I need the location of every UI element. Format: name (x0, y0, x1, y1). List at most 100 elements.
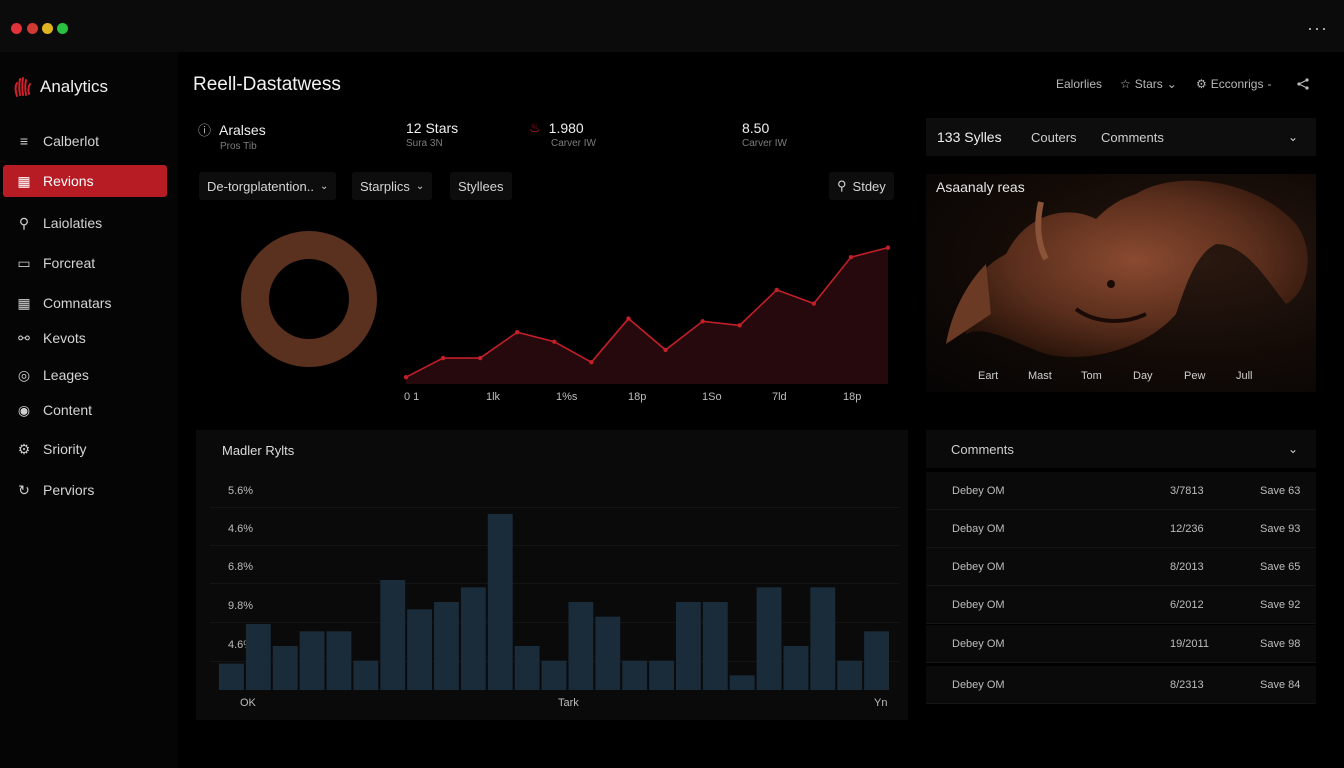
gift-icon: ▦ (17, 172, 31, 189)
sidebar-item-laiolaties[interactable]: ⚲ Laiolaties (3, 207, 167, 239)
action-ecconrigs-dropdown[interactable]: ⚙ Ecconrigs - (1196, 77, 1272, 91)
hand-icon (14, 77, 31, 97)
filter-dropdown-2[interactable]: Starplics ⌄ (352, 172, 433, 200)
bar (541, 660, 567, 690)
creature-image-card[interactable]: Asaanaly reas Eart Mast Tom Day Pew Jull (926, 174, 1316, 392)
comment-name: Debey OM (952, 679, 1005, 691)
page-icon: ▭ (17, 254, 31, 271)
sidebar-item-calberlot[interactable]: ≡ Calberlot (3, 125, 167, 157)
filter-dropdown-1[interactable]: De-torgplatention.. ⌄ (199, 172, 337, 200)
image-title: Asaanaly reas (936, 179, 1025, 195)
line-point (552, 339, 557, 344)
bar (487, 514, 513, 690)
info-icon: ⓘ (198, 123, 212, 138)
comment-save: Save 65 (1260, 561, 1301, 573)
brand-logo[interactable]: Analytics (12, 74, 108, 100)
tab-sylles[interactable]: 133 Sylles (937, 129, 1002, 145)
action-ealorlies[interactable]: Ealorlies (1056, 77, 1103, 91)
kpi-aralses: ⓘ Aralses Pros Tib (198, 121, 266, 153)
table-row[interactable]: Debey OM 8/2013 Save 65 (926, 548, 1316, 586)
line-x-label: 1lk (486, 391, 501, 403)
star-icon: ☆ (1120, 77, 1131, 91)
table-row[interactable]: Debey OM 19/2011 Save 98 (926, 625, 1316, 663)
creature-image (946, 180, 1308, 358)
sidebar-item-label: Content (43, 402, 93, 418)
bar (272, 646, 298, 690)
sidebar-item-forcreat[interactable]: ▭ Forcreat (3, 247, 167, 279)
link-icon: ⚯ (18, 329, 30, 346)
chevron-down-icon[interactable]: ⌄ (1287, 130, 1298, 144)
bar (622, 660, 648, 690)
tab-styllees[interactable]: Styllees (450, 172, 512, 200)
table-row[interactable]: Debay OM 12/236 Save 93 (926, 510, 1316, 548)
comment-date: 19/2011 (1170, 638, 1209, 650)
bar (783, 646, 809, 690)
target-icon: ◉ (17, 401, 31, 418)
bar-y-label: 5.6% (228, 485, 254, 497)
right-tabs: 133 Sylles Couters Comments ⌄ (926, 118, 1316, 156)
window-title-bar: ··· (0, 0, 1344, 52)
sidebar-item-sriority[interactable]: ⚙ Sriority (3, 433, 167, 465)
sidebar-item-revions[interactable]: ▦ Revions (3, 165, 167, 197)
comment-date: 8/2313 (1170, 679, 1204, 691)
fullscreen-window-icon[interactable] (57, 23, 68, 34)
bar (756, 587, 782, 690)
bar-x-label-mid: Tark (558, 697, 579, 709)
image-axis-label: Day (1133, 370, 1153, 382)
comment-save: Save 93 (1260, 523, 1301, 535)
donut-slice (241, 231, 377, 367)
line-point (626, 316, 631, 321)
bar-x-label-end: Yn (874, 697, 888, 709)
sidebar-item-content[interactable]: ◉ Content (3, 394, 167, 426)
bar-gridline (210, 622, 900, 623)
image-axis-label: Pew (1184, 370, 1206, 382)
flask-icon: ♨ (529, 120, 541, 135)
line-chart (403, 245, 891, 384)
kpi-carver-1: ♨ 1.980 Carver IW (529, 120, 596, 149)
bar-y-label: 9.8% (228, 600, 254, 612)
comment-save: Save 84 (1260, 679, 1301, 691)
line-area-fill (406, 247, 888, 384)
close-window-icon[interactable] (11, 23, 22, 34)
sidebar-item-leages[interactable]: ◎ Leages (3, 359, 167, 391)
bar (514, 646, 540, 690)
comment-date: 12/236 (1170, 523, 1204, 535)
grid-icon: ▦ (17, 294, 31, 311)
line-point (477, 355, 483, 361)
line-x-label: 1So (702, 391, 722, 403)
table-row[interactable]: Debey OM 8/2313 Save 84 (926, 666, 1316, 704)
sidebar-item-perviors[interactable]: ↻ Perviors (3, 474, 167, 506)
page-title: Reell-Dastatwess (193, 74, 341, 95)
bar-gridline (210, 583, 900, 584)
minimize-window-icon[interactable] (27, 23, 38, 34)
tab-couters[interactable]: Couters (1031, 129, 1077, 145)
comment-date: 8/2013 (1170, 561, 1204, 573)
line-point (774, 287, 779, 293)
sidebar-item-label: Revions (43, 173, 94, 189)
sidebar-item-label: Comnatars (43, 295, 112, 311)
comment-name: Debey OM (952, 561, 1005, 573)
bar (595, 616, 621, 690)
sidebar-item-kevots[interactable]: ⚯ Kevots (3, 322, 167, 354)
more-options-icon[interactable]: ··· (1307, 18, 1328, 38)
line-point (440, 355, 446, 361)
table-row[interactable]: Debey OM 6/2012 Save 92 (926, 586, 1316, 624)
chevron-down-icon[interactable]: ⌄ (1287, 442, 1298, 456)
settings-icon: ⚙ (1196, 77, 1207, 91)
table-row[interactable]: Debey OM 3/7813 Save 63 (926, 472, 1316, 510)
bar (837, 660, 863, 690)
line-x-label: 18p (628, 391, 647, 403)
bar (353, 660, 379, 690)
zoom-window-icon[interactable] (42, 23, 53, 34)
kpi-stars: 12 Stars Sura 3N (406, 120, 459, 149)
user-search-icon: ⚲ (837, 178, 847, 193)
action-stars-dropdown[interactable]: ☆ Stars ⌄ (1120, 77, 1177, 91)
study-button[interactable]: ⚲ Stdey (829, 172, 894, 200)
comment-date: 3/7813 (1170, 485, 1204, 497)
brand-name: Analytics (40, 77, 109, 96)
line-point (811, 301, 817, 306)
share-icon[interactable] (1296, 77, 1310, 91)
tab-comments[interactable]: Comments (1101, 129, 1164, 145)
chevron-down-icon: ⌄ (1166, 77, 1177, 91)
sidebar-item-comnatars[interactable]: ▦ Comnatars (3, 287, 167, 319)
